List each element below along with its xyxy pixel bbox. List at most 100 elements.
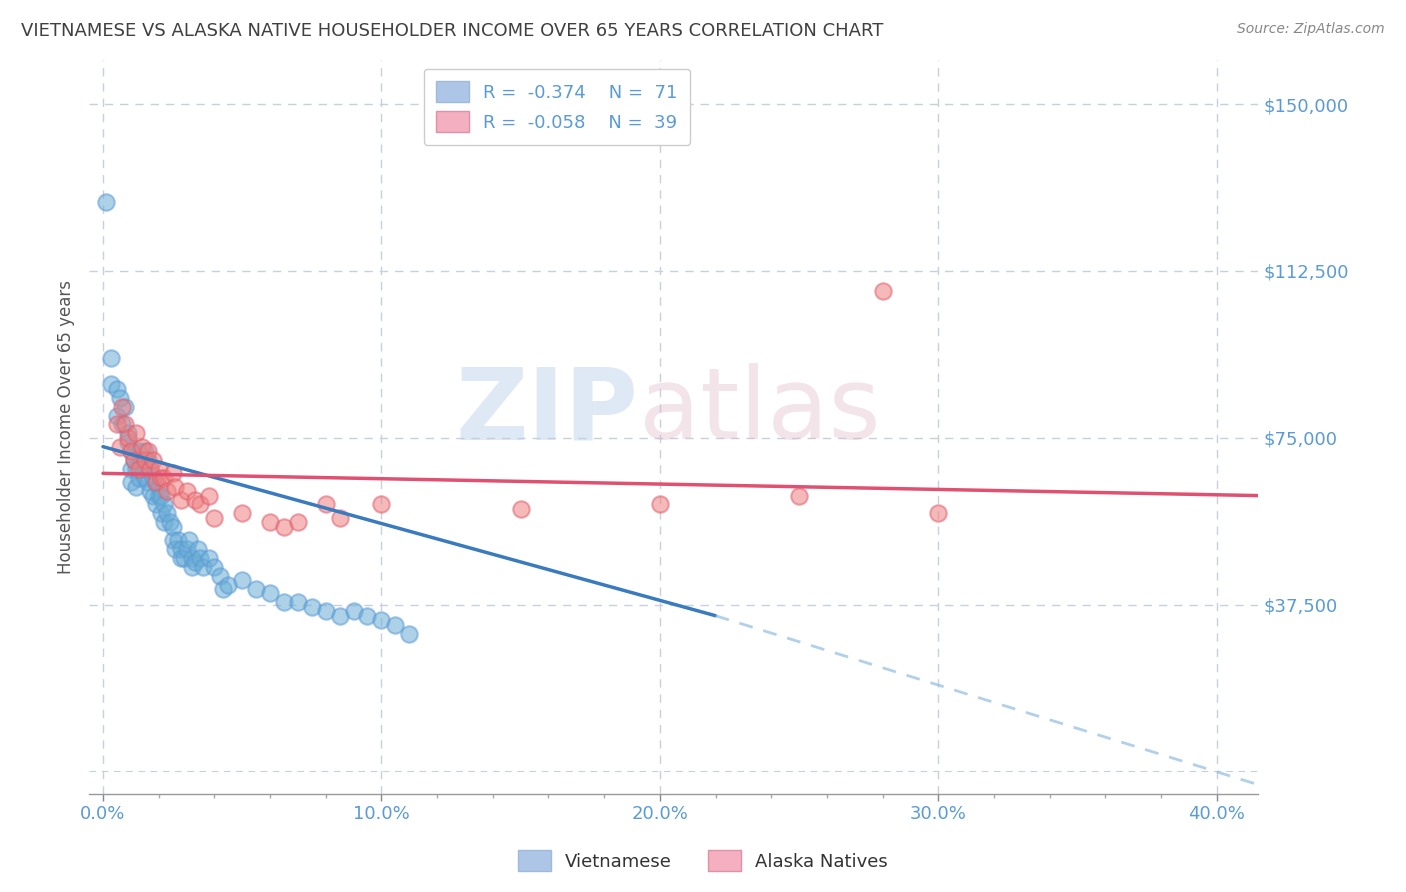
Point [136,444,159,458]
Point [120,444,142,458]
Point [105,417,128,432]
Point [125,462,148,476]
Point [153,498,176,512]
Point [148,462,170,476]
Point [398,626,420,640]
Point [190,498,212,512]
Point [198,550,221,565]
Point [287,516,309,530]
Point [100,377,122,392]
Point [156,484,179,499]
Point [162,467,184,481]
Point [301,599,323,614]
Point [145,475,167,490]
Point [211,582,233,596]
Point [231,507,253,521]
Point [259,516,281,530]
Point [231,573,253,587]
Point [139,462,162,476]
Point [108,391,131,405]
Point [120,444,142,458]
Point [181,550,204,565]
Point [136,453,159,467]
Point [176,484,198,499]
Point [509,502,531,516]
Point [648,498,671,512]
Point [117,426,139,441]
Point [273,595,295,609]
Point [105,382,128,396]
Point [315,498,337,512]
Point [872,284,894,298]
Point [181,559,204,574]
Point [111,400,134,414]
Point [156,507,179,521]
Point [128,444,150,458]
Point [184,493,207,508]
Point [176,541,198,556]
Point [105,409,128,423]
Point [153,516,176,530]
Point [170,550,193,565]
Point [173,550,195,565]
Point [117,435,139,450]
Point [114,417,136,432]
Point [202,559,225,574]
Point [193,559,215,574]
Point [114,400,136,414]
Point [179,533,201,547]
Point [134,471,156,485]
Point [145,475,167,490]
Point [165,541,187,556]
Point [153,471,176,485]
Point [370,613,392,627]
Point [287,595,309,609]
Point [198,489,221,503]
Point [122,453,145,467]
Point [131,462,153,476]
Point [128,462,150,476]
Point [131,453,153,467]
Point [370,498,392,512]
Point [150,507,173,521]
Point [145,498,167,512]
Point [190,550,212,565]
Point [136,475,159,490]
Point [117,431,139,445]
Point [122,453,145,467]
Point [134,453,156,467]
Point [142,453,165,467]
Point [162,520,184,534]
Point [125,426,148,441]
Point [315,604,337,618]
Point [787,489,810,503]
Point [170,541,193,556]
Point [120,475,142,490]
Point [159,516,181,530]
Point [259,586,281,600]
Text: ZIP: ZIP [456,363,638,460]
Point [148,489,170,503]
Point [139,462,162,476]
Point [202,511,225,525]
Point [131,440,153,454]
Point [245,582,267,596]
Text: VIETNAMESE VS ALASKA NATIVE HOUSEHOLDER INCOME OVER 65 YEARS CORRELATION CHART: VIETNAMESE VS ALASKA NATIVE HOUSEHOLDER … [21,22,883,40]
Point [111,417,134,432]
Point [128,471,150,485]
Text: Source: ZipAtlas.com: Source: ZipAtlas.com [1237,22,1385,37]
Point [329,511,352,525]
Y-axis label: Householder Income Over 65 years: Householder Income Over 65 years [58,279,75,574]
Point [356,608,378,623]
Point [217,577,239,591]
Point [165,480,187,494]
Point [927,507,949,521]
Point [187,541,209,556]
Point [329,608,352,623]
Point [134,444,156,458]
Legend: Vietnamese, Alaska Natives: Vietnamese, Alaska Natives [510,843,896,879]
Point [139,484,162,499]
Legend: R =  -0.374    N =  71, R =  -0.058    N =  39: R = -0.374 N = 71, R = -0.058 N = 39 [423,69,690,145]
Point [273,520,295,534]
Point [184,555,207,569]
